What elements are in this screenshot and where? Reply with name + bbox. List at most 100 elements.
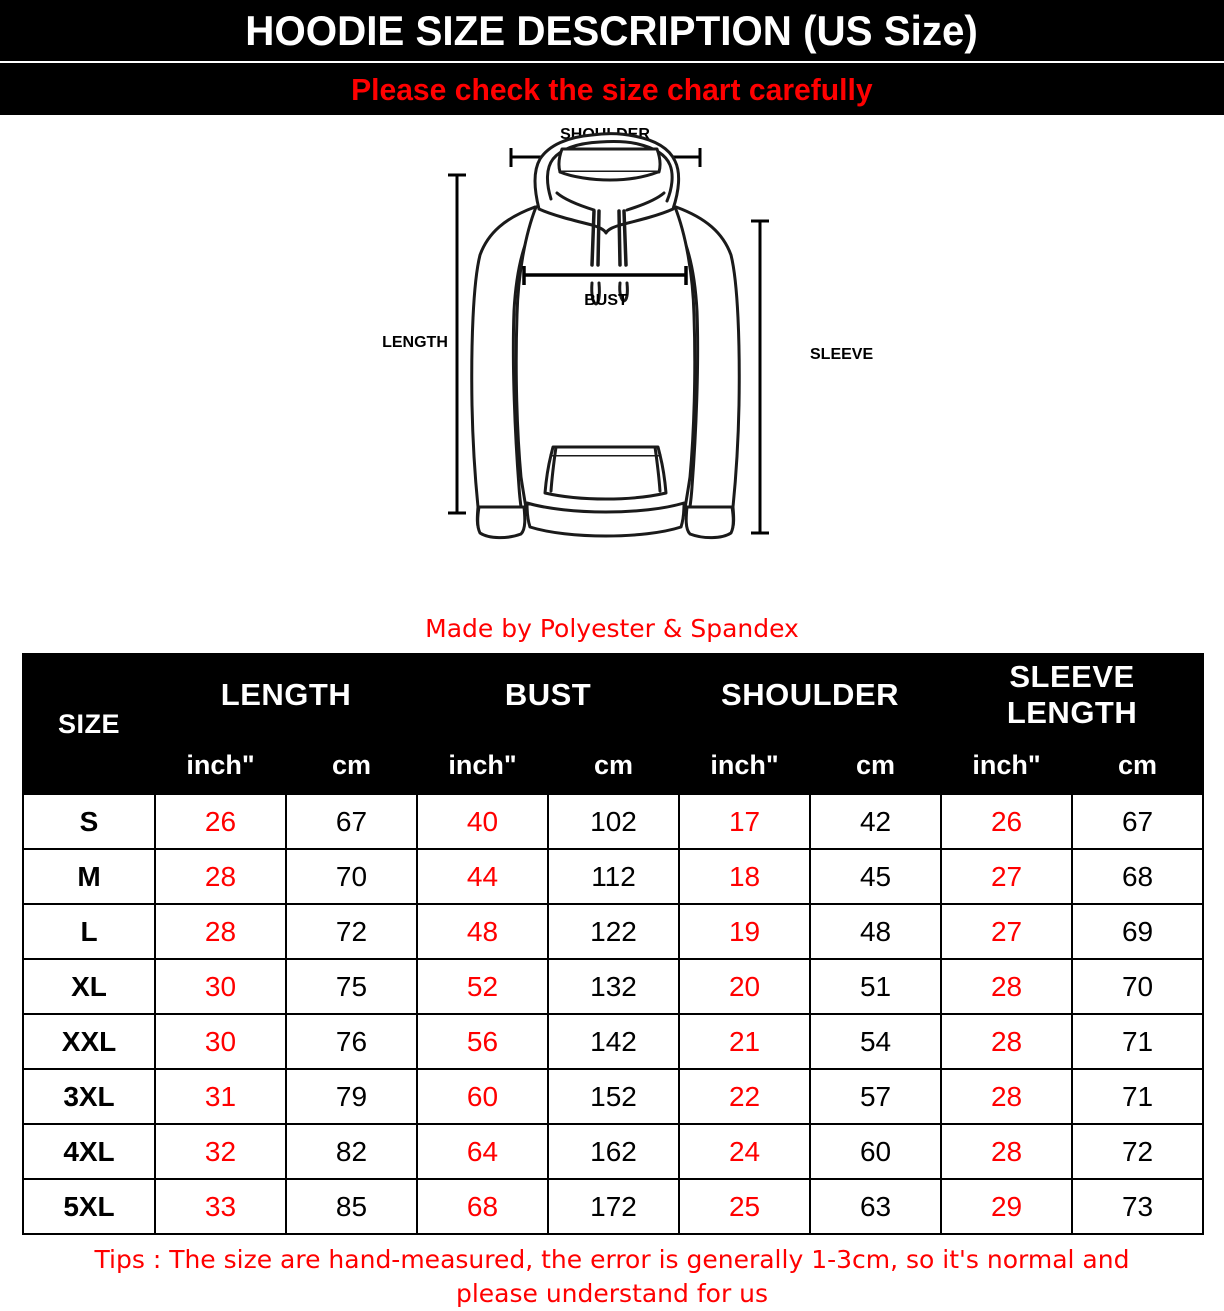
cell-length-cm: 67 [285,793,418,850]
cell-sleeve-inch: 27 [940,903,1074,960]
cell-shoulder-inch: 18 [678,848,812,905]
cell-sleeve-cm: 71 [1071,1068,1205,1125]
cell-sleeve-cm: 67 [1071,793,1205,850]
table-body: S 26 67 40 102 17 42 26 67 M 28 70 44 11… [22,793,1205,1235]
cell-length-inch: 28 [154,848,287,905]
cell-size: L [22,903,156,960]
cell-shoulder-inch: 22 [678,1068,812,1125]
cell-shoulder-cm: 51 [809,958,943,1015]
header-group-sleeve-length: SLEEVE LENGTH [940,653,1205,737]
cell-shoulder-inch: 19 [678,903,812,960]
table-row: XXL 30 76 56 142 21 54 28 71 [22,1013,1205,1070]
length-dimension [448,173,466,515]
cell-length-inch: 33 [154,1178,287,1235]
cell-bust-cm: 162 [546,1123,681,1180]
header-size: SIZE [22,653,156,795]
header-sleeve-inch: inch" [940,735,1074,795]
table-head: SIZE LENGTH BUST SHOULDER SLEEVE LENGTH … [22,653,1205,795]
table-row: L 28 72 48 122 19 48 27 69 [22,903,1205,960]
cell-bust-inch: 60 [416,1068,549,1125]
cell-length-cm: 85 [285,1178,418,1235]
cell-size: 3XL [22,1068,156,1125]
cell-size: XXL [22,1013,156,1070]
cell-length-inch: 31 [154,1068,287,1125]
cell-shoulder-cm: 60 [809,1123,943,1180]
cell-shoulder-inch: 24 [678,1123,812,1180]
cell-sleeve-cm: 73 [1071,1178,1205,1235]
cell-length-inch: 32 [154,1123,287,1180]
subtitle-text: Please check the size chart carefully [351,71,873,107]
cell-bust-inch: 44 [416,848,549,905]
table-header-row-groups: SIZE LENGTH BUST SHOULDER SLEEVE LENGTH [22,653,1205,795]
cell-shoulder-inch: 20 [678,958,812,1015]
cell-length-inch: 26 [154,793,287,850]
cell-size: 4XL [22,1123,156,1180]
cell-bust-inch: 68 [416,1178,549,1235]
cell-length-cm: 76 [285,1013,418,1070]
cell-bust-cm: 112 [546,848,681,905]
cell-bust-cm: 142 [546,1013,681,1070]
cell-length-inch: 30 [154,1013,287,1070]
cell-length-inch: 28 [154,903,287,960]
header-bust-inch: inch" [416,735,549,795]
cell-length-cm: 75 [285,958,418,1015]
cell-shoulder-cm: 42 [809,793,943,850]
table-row: M 28 70 44 112 18 45 27 68 [22,848,1205,905]
size-table-container: SIZE LENGTH BUST SHOULDER SLEEVE LENGTH … [0,653,1224,1235]
cell-sleeve-cm: 71 [1071,1013,1205,1070]
cell-size: M [22,848,156,905]
cell-bust-cm: 102 [546,793,681,850]
cell-bust-inch: 64 [416,1123,549,1180]
length-label: LENGTH [382,334,448,351]
subtitle-banner: Please check the size chart carefully [0,63,1224,115]
cell-length-cm: 72 [285,903,418,960]
hoodie-garment-art [470,132,741,540]
title-banner: HOODIE SIZE DESCRIPTION (US Size) [0,0,1224,61]
table-row: 5XL 33 85 68 172 25 63 29 73 [22,1178,1205,1235]
bust-dimension [522,266,688,285]
header-shoulder-cm: cm [809,735,943,795]
material-note: Made by Polyester & Spandex [425,614,799,643]
table-header-row-units: inch" cm inch" cm inch" cm inch" cm [23,735,1205,795]
header-group-bust: BUST [415,653,681,737]
cell-bust-cm: 152 [546,1068,681,1125]
cell-bust-inch: 40 [416,793,549,850]
cell-shoulder-cm: 54 [809,1013,943,1070]
cell-shoulder-cm: 57 [809,1068,943,1125]
cell-shoulder-cm: 48 [809,903,943,960]
cell-length-cm: 79 [285,1068,418,1125]
cell-sleeve-inch: 28 [940,1068,1074,1125]
table-row: 3XL 31 79 60 152 22 57 28 71 [22,1068,1205,1125]
cell-bust-cm: 172 [546,1178,681,1235]
cell-sleeve-cm: 68 [1071,848,1205,905]
cell-bust-inch: 56 [416,1013,549,1070]
hoodie-diagram: SHOULDER LENGTH SLEEVE [0,115,1224,620]
cell-size: 5XL [22,1178,156,1235]
cell-shoulder-inch: 25 [678,1178,812,1235]
header-group-shoulder: SHOULDER [678,653,943,737]
cell-shoulder-inch: 17 [678,793,812,850]
cell-bust-cm: 122 [546,903,681,960]
cell-sleeve-inch: 27 [940,848,1074,905]
cell-sleeve-inch: 28 [940,1013,1074,1070]
cell-length-cm: 82 [285,1123,418,1180]
cell-bust-inch: 48 [416,903,549,960]
cell-length-inch: 30 [154,958,287,1015]
table-row: S 26 67 40 102 17 42 26 67 [22,793,1205,850]
cell-bust-cm: 132 [546,958,681,1015]
header-sleeve-cm: cm [1071,735,1205,795]
cell-bust-inch: 52 [416,958,549,1015]
cell-shoulder-inch: 21 [678,1013,812,1070]
header-length-inch: inch" [154,735,287,795]
table-row: 4XL 32 82 64 162 24 60 28 72 [22,1123,1205,1180]
sleeve-dimension [751,219,769,535]
header-bust-cm: cm [546,735,681,795]
cell-sleeve-inch: 28 [940,958,1074,1015]
cell-size: XL [22,958,156,1015]
cell-size: S [22,793,156,850]
cell-length-cm: 70 [285,848,418,905]
cell-sleeve-cm: 70 [1071,958,1205,1015]
hoodie-illustration-svg: SHOULDER LENGTH SLEEVE [382,126,873,540]
cell-sleeve-cm: 72 [1071,1123,1205,1180]
header-length-cm: cm [285,735,418,795]
